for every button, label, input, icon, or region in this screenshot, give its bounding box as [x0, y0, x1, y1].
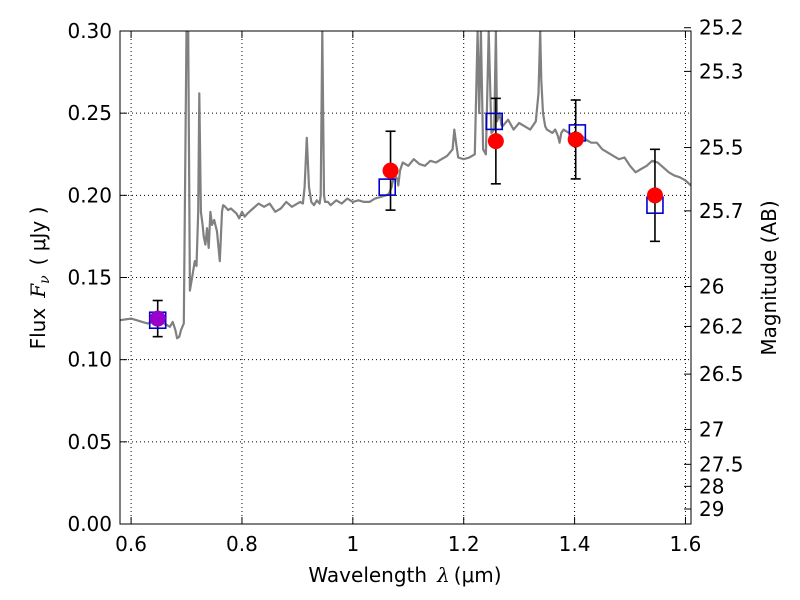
- x-axis-ticks: 0.6 0.8 1 1.2 1.4 1.6: [115, 31, 701, 556]
- model-photometry-square: [485, 112, 503, 131]
- x-tick-label: 1.4: [559, 532, 591, 556]
- x-tick-label: 1.6: [670, 532, 702, 556]
- y2-tick-label: 27: [699, 417, 724, 441]
- y-tick-label: 0.20: [67, 183, 112, 207]
- data-markers: [148, 112, 664, 330]
- y2-tick-label: 26.5: [699, 362, 744, 386]
- y-tick-label: 0.30: [67, 19, 112, 43]
- x-tick-label: 0.6: [115, 532, 147, 556]
- x-tick-label: 1: [346, 532, 359, 556]
- y-tick-label: 0.00: [67, 512, 112, 536]
- y-axis-ticks: 0.00 0.05 0.10 0.15 0.20 0.25 0.30: [67, 19, 127, 536]
- y2-tick-label: 26.2: [699, 314, 744, 338]
- observed-photometry-point: [382, 162, 399, 179]
- y2-axis-label: Magnitude (AB): [757, 200, 781, 355]
- y2-tick-label: 25.5: [699, 136, 744, 160]
- y2-tick-label: 29: [699, 497, 724, 521]
- y-axis-label: FluxFν( μJy ): [26, 207, 53, 350]
- y2-tick-label: 25.7: [699, 199, 744, 223]
- y2-tick-label: 28: [699, 474, 724, 498]
- x-tick-label: 0.8: [226, 532, 258, 556]
- y-tick-label: 0.10: [67, 348, 112, 372]
- y-tick-label: 0.05: [67, 430, 112, 454]
- y2-tick-label: 27.5: [699, 452, 744, 476]
- x-tick-label: 1.2: [448, 532, 480, 556]
- observed-photometry-point: [567, 131, 584, 148]
- model-photometry-square: [378, 178, 397, 196]
- y2-tick-label: 25.3: [699, 59, 744, 83]
- y-tick-label: 0.15: [67, 266, 112, 290]
- y2-tick-label: 26: [699, 274, 724, 298]
- y-tick-label: 0.25: [67, 101, 112, 125]
- observed-photometry-point: [646, 187, 663, 204]
- observed-photometry-point: [487, 133, 504, 150]
- observed-photometry-point: [149, 310, 166, 327]
- plot-background: [120, 31, 691, 524]
- y2-tick-label: 25.2: [699, 16, 744, 40]
- x-axis-label: Wavelength λ (μm): [308, 563, 501, 587]
